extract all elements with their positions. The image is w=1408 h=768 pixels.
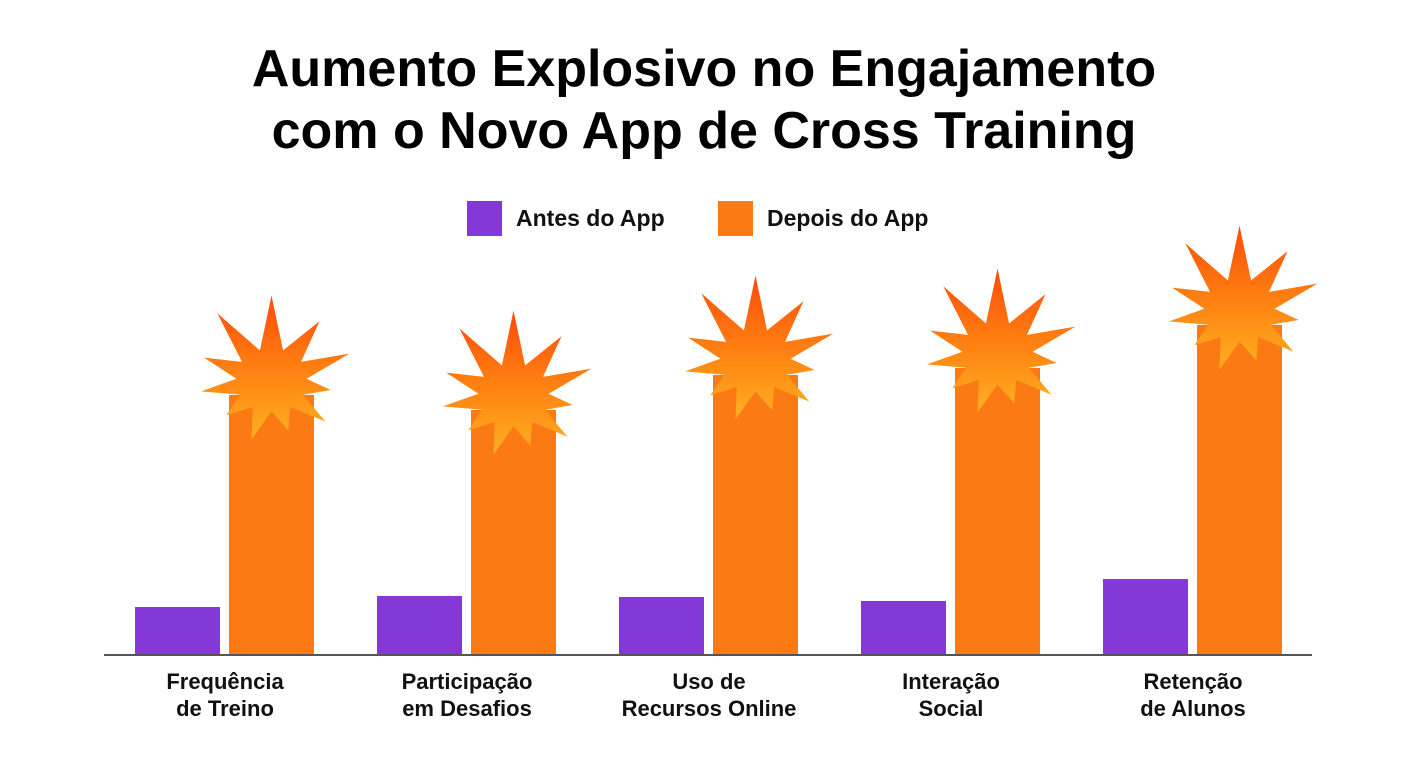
bar [713, 375, 798, 655]
legend-swatch [467, 201, 502, 236]
bar [955, 368, 1040, 655]
legend-label: Depois do App [767, 205, 928, 231]
x-tick-label: Participação em Desafios [401, 669, 533, 721]
bar [619, 597, 704, 655]
legend-label: Antes do App [516, 205, 665, 231]
bar [229, 395, 314, 655]
bar [377, 596, 462, 655]
legend-swatch [718, 201, 753, 236]
x-tick-label: Frequência de Treino [166, 669, 284, 721]
burst [1168, 225, 1318, 370]
bar [1103, 579, 1188, 655]
burst [442, 310, 592, 455]
chart-title: Aumento Explosivo no Engajamento com o N… [251, 40, 1157, 160]
bar [135, 607, 220, 655]
x-tick-label: Retenção de Alunos [1140, 669, 1246, 721]
burst [926, 268, 1076, 413]
x-tick-label: Interação Social [902, 669, 1000, 721]
bar [861, 601, 946, 655]
bar [471, 410, 556, 655]
x-tick-label: Uso de Recursos Online [621, 669, 797, 721]
burst [684, 275, 834, 420]
bar [1197, 325, 1282, 655]
burst [200, 295, 350, 440]
